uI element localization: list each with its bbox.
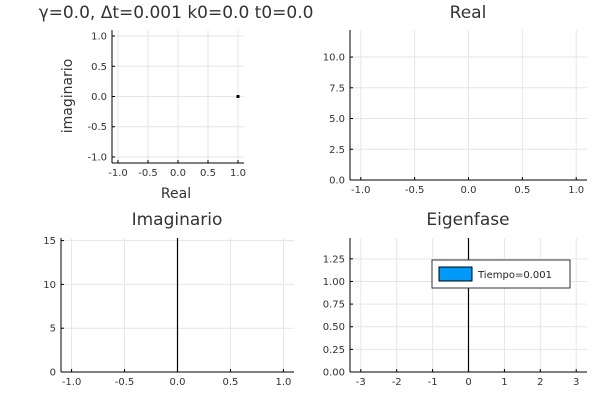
y-tick-label: 0.50 [323,322,345,333]
y-tick-label: 0 [50,368,56,379]
x-tick-label: -1 [428,377,438,388]
y-tick-label: 1.0 [91,32,107,43]
x-tick-label: 1.0 [230,168,246,179]
x-tick-label: 2 [537,377,543,388]
y-tick-label: 0.00 [323,368,345,379]
y-tick-label: 7.5 [329,83,345,94]
x-tick-label: 1.0 [275,377,291,388]
x-tick-label: 0.0 [170,377,186,388]
subplot-2-title: Real [450,3,487,23]
y-tick-label: 15 [43,236,56,247]
x-tick-label: -0.5 [405,185,425,196]
data-point [236,95,240,98]
x-tick-label: 1.0 [568,185,584,196]
y-tick-label: 1.25 [323,254,345,265]
y-tick-label: 0.25 [323,345,345,356]
x-tick-label: -1.0 [62,377,82,388]
y-tick-label: 5 [50,324,56,335]
y-tick-label: 10.0 [323,53,345,64]
x-tick-label: 0.5 [200,168,216,179]
x-tick-label: 0.0 [461,185,477,196]
y-tick-label: -0.5 [87,122,107,133]
x-tick-label: 0.0 [170,168,186,179]
x-tick-label: 3 [573,377,579,388]
y-tick-label: 10 [43,280,56,291]
x-tick-label: 0.5 [223,377,239,388]
x-tick-label: 0 [465,377,471,388]
y-tick-label: 1.00 [323,277,345,288]
subplot-real: -1.0 -0.5 0.0 0.5 1.0 0.0 2.5 5.0 7.5 10.0 Real [323,3,587,196]
subplot-4-title: Eigenfase [426,210,509,230]
x-tick-label: -0.5 [115,377,135,388]
x-tick-label: -2 [392,377,402,388]
subplot-imaginario: -1.0 -0.5 0.0 0.5 1.0 0 5 10 15 Imaginario [43,210,294,388]
subplot-eigenfase: -3 -2 -1 0 1 2 3 0.00 0.25 0.50 0.75 1.00 1.25 Eigen… [323,210,587,388]
subplot-1-xlabel: Real [161,186,191,202]
subplot-1-ylabel: imaginario [60,59,76,134]
x-tick-label: 1 [501,377,507,388]
x-tick-label: 0.5 [514,185,530,196]
x-tick-label: -1.0 [351,185,371,196]
subplot-complex-plane: -1.0 -0.5 0.0 0.5 1.0 -1.0 -0.5 0.0 0.5 1.0 γ=0.0… [39,3,314,202]
legend: Tiempo=0.001 [431,259,571,289]
subplot-3-title: Imaginario [132,210,223,230]
y-tick-label: 0.75 [323,300,345,311]
y-tick-label: -1.0 [87,152,107,163]
legend-patch [438,266,473,282]
x-tick-label: -1.0 [108,168,128,179]
x-tick-label: -0.5 [138,168,158,179]
y-tick-label: 0.0 [329,176,345,187]
legend-entry-label: Tiempo=0.001 [477,270,552,281]
y-tick-label: 0.5 [91,62,107,73]
x-tick-label: -3 [356,377,366,388]
y-tick-label: 5.0 [329,114,345,125]
y-tick-label: 2.5 [329,145,345,156]
y-tick-label: 0.0 [91,92,107,103]
subplot-1-title: γ=0.0, Δt=0.001 k0=0.0 t0=0.0 [39,3,314,23]
